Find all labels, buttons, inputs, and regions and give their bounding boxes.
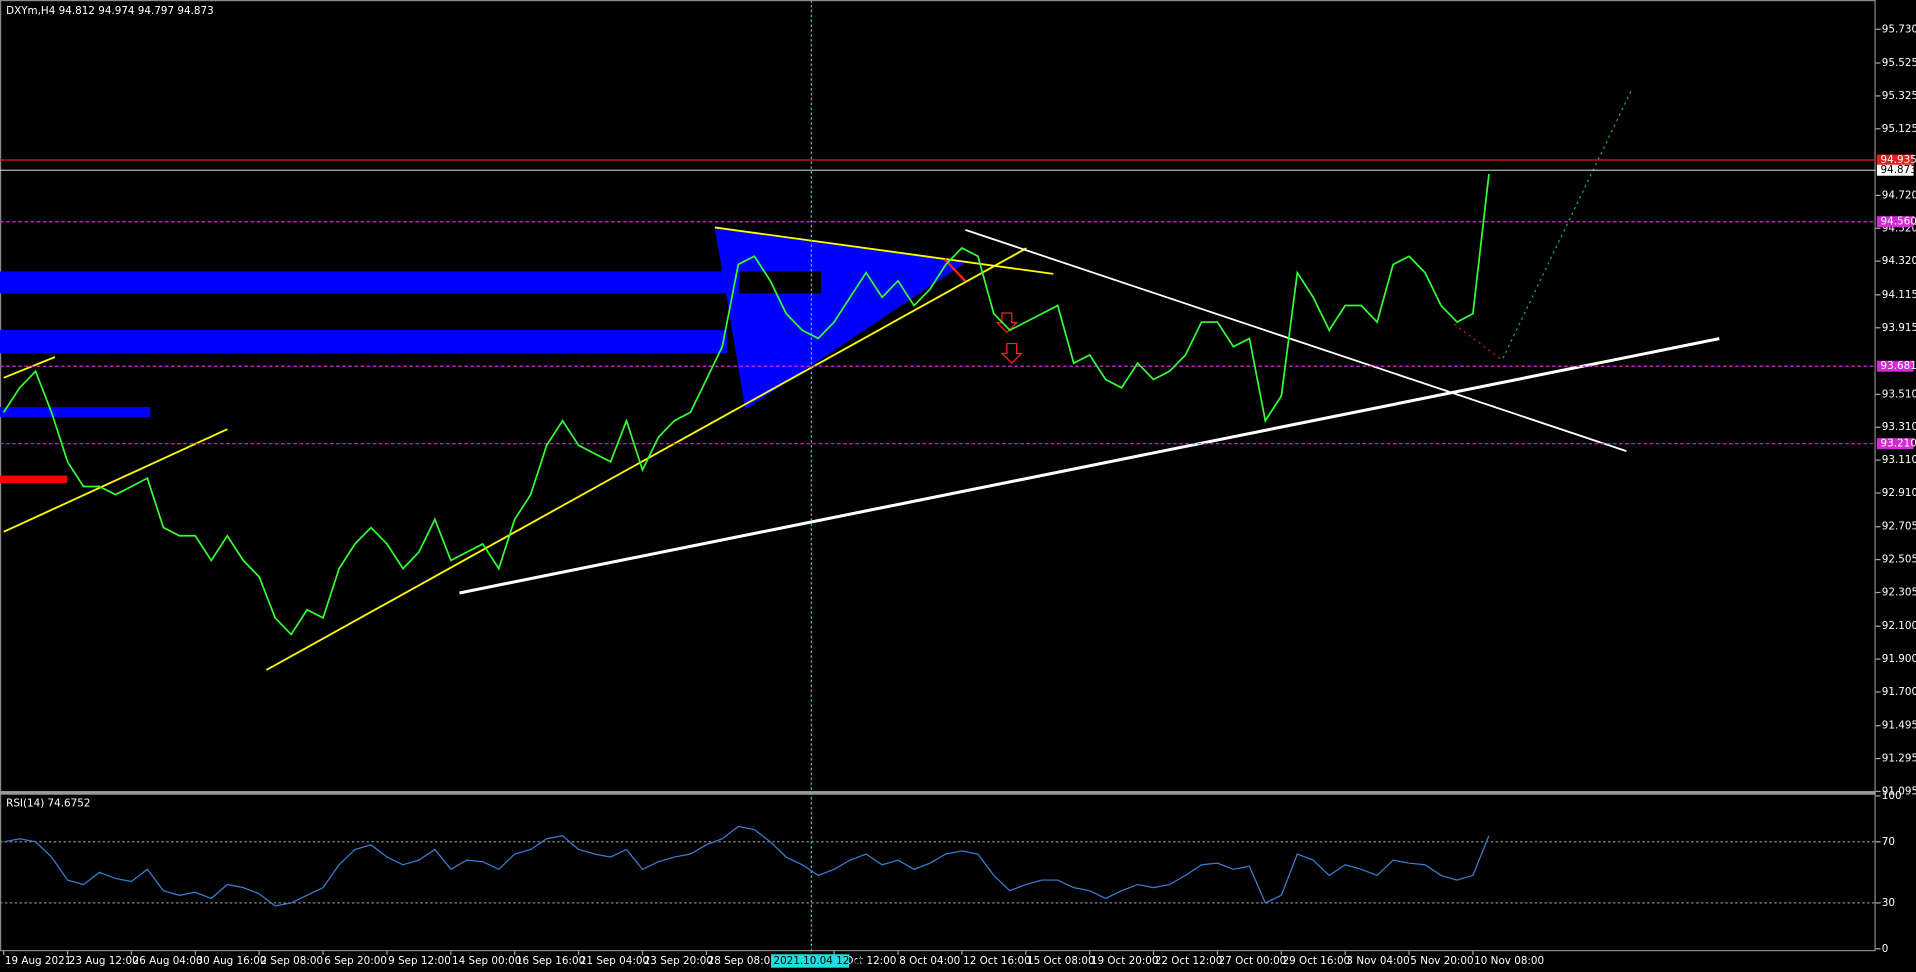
y-tick-label: 95.730 [1882,23,1916,35]
zone [0,271,728,294]
y-tick-label: 93.310 [1882,421,1916,433]
trend-line [265,247,1027,671]
trend-line [3,428,228,533]
series-line [3,825,1490,907]
zone [0,407,151,417]
trend-line [714,226,1054,275]
y-tick-label: 0 [1882,943,1889,955]
y-tick-label: 92.100 [1882,620,1916,632]
trend-line [459,337,1720,595]
y-tick-label: 94.115 [1882,289,1916,301]
x-tick-label: 22 Oct 12:00 [1155,955,1223,967]
x-tick-label: 28 Sep 08:00 [708,955,777,967]
y-tick-label: 92.305 [1882,586,1916,598]
price-label: 93.681 [1881,360,1916,372]
y-tick-label: 92.705 [1882,521,1916,533]
x-tick-label: 16 Sep 16:00 [516,955,585,967]
zone [0,475,68,483]
x-tick-label: 21 Sep 04:00 [580,955,649,967]
y-tick-label: 94.320 [1882,255,1916,267]
x-tick-label: 23 Aug 12:00 [69,955,139,967]
projection [1502,90,1632,359]
y-tick-label: 91.095 [1882,785,1916,797]
arrow [995,312,1019,334]
drawing-objects [0,90,1720,671]
x-tick-label: 23 Sep 20:00 [644,955,713,967]
x-tick-label: 10 Nov 08:00 [1474,955,1544,967]
trend-line [965,228,1627,453]
x-tick-label: 19 Oct 20:00 [1091,955,1159,967]
panel-separator [0,791,1876,795]
trend-line [3,356,56,379]
x-tick-label: 15 Oct 08:00 [1027,955,1095,967]
y-tick-label: 91.700 [1882,686,1916,698]
price-label-box [1876,360,1914,372]
price-label-box [1876,216,1914,228]
y-tick-label: 92.505 [1882,554,1916,566]
y-tick-label: 93.915 [1882,322,1916,334]
triangle [714,227,966,410]
price-label-box [1876,164,1914,176]
x-tick-label: 2 Sep 08:00 [260,955,323,967]
arrow [1000,342,1024,364]
price-label: 94.560 [1881,216,1916,228]
x-tick-label: 29 Oct 16:00 [1283,955,1351,967]
x-tick-label: 3 Nov 04:00 [1346,955,1409,967]
y-tick-label: 91.495 [1882,720,1916,732]
x-tick-label: 30 Aug 16:00 [197,955,267,967]
y-tick-label: 70 [1882,836,1895,848]
y-tick-label: 91.900 [1882,653,1916,665]
price-label: 94.873 [1881,164,1916,176]
cursor-label-box [771,954,850,968]
y-tick-label: 92.910 [1882,487,1916,499]
x-tick-label: 5 Oct 12:00 [835,955,896,967]
zone [0,330,728,354]
x-tick-label: 26 Aug 04:00 [133,955,203,967]
zone [739,271,822,294]
x-tick-label: 19 Aug 2021 [5,955,71,967]
y-tick-label: 30 [1882,897,1895,909]
y-tick-label: 93.510 [1882,388,1916,400]
x-tick-label: 9 Sep 12:00 [388,955,451,967]
x-tick-label: 5 Nov 20:00 [1410,955,1473,967]
chart-title: DXYm,H4 94.812 94.974 94.797 94.873 [6,5,214,17]
y-tick-label: 100 [1882,790,1902,802]
x-tick-label: 14 Sep 00:00 [452,955,521,967]
indicator-title: RSI(14) 74.6752 [6,797,90,809]
y-tick-label: 94.720 [1882,189,1916,201]
price-label: 93.210 [1881,438,1916,450]
price-label-box [1876,154,1914,166]
projection [1453,323,1504,362]
series-line [2,173,1490,636]
frame [0,0,1876,952]
cursor-label: 2021.10.04 12:00 [773,955,866,967]
x-tick-label: 8 Oct 04:00 [899,955,960,967]
y-tick-label: 95.325 [1882,90,1916,102]
y-tick-label: 93.110 [1882,454,1916,466]
price-label-box [1876,438,1914,450]
x-tick-label: 6 Sep 20:00 [324,955,387,967]
x-tick-label: 27 Oct 00:00 [1219,955,1287,967]
x-tick-label: 12 Oct 16:00 [963,955,1031,967]
y-tick-label: 95.125 [1882,123,1916,135]
y-tick-label: 95.525 [1882,57,1916,69]
y-tick-label: 91.295 [1882,753,1916,765]
price-label: 94.935 [1881,154,1916,166]
